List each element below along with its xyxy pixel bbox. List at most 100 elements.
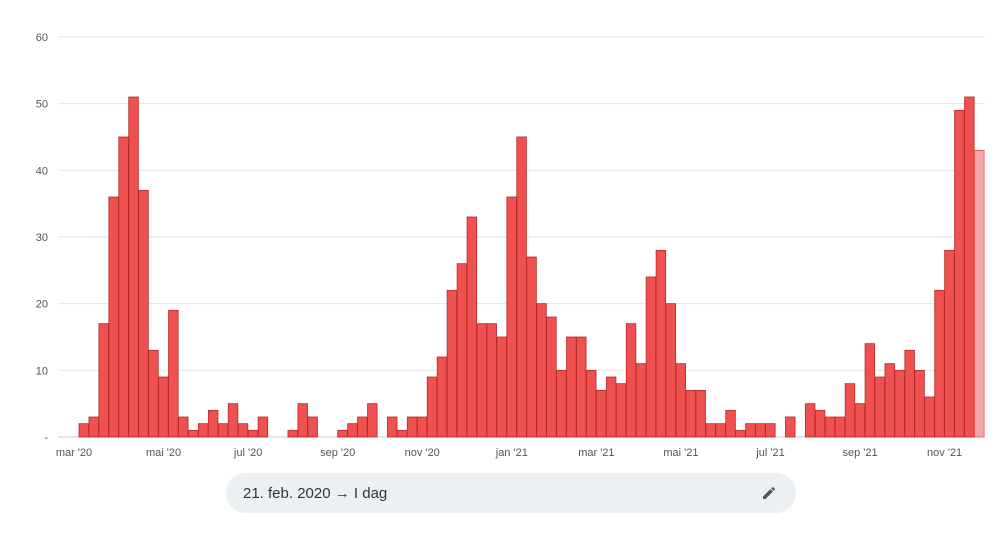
bar[interactable]	[685, 389, 696, 438]
y-tick-label: -	[44, 432, 48, 444]
bar[interactable]	[456, 263, 468, 438]
bar[interactable]	[894, 369, 905, 438]
bar[interactable]	[884, 363, 895, 438]
bar[interactable]	[586, 369, 597, 438]
bar[interactable]	[168, 309, 179, 438]
bar[interactable]	[128, 96, 139, 438]
bar[interactable]	[964, 96, 975, 438]
bar[interactable]	[834, 416, 846, 438]
bar[interactable]	[138, 189, 149, 438]
bar[interactable]	[576, 336, 587, 438]
bar[interactable]	[675, 363, 687, 438]
bar[interactable]	[635, 363, 647, 438]
bar[interactable]	[78, 423, 90, 438]
bar[interactable]	[287, 429, 298, 438]
x-tick-label: jul '21	[755, 447, 784, 459]
bar[interactable]	[655, 249, 667, 438]
bar[interactable]	[237, 423, 249, 438]
bar[interactable]	[755, 423, 766, 438]
bar[interactable]	[98, 323, 109, 438]
bar[interactable]	[844, 383, 856, 438]
bar[interactable]	[735, 429, 746, 438]
bar[interactable]	[396, 429, 408, 438]
x-tick-label: jan '21	[495, 447, 528, 459]
bar[interactable]	[874, 376, 886, 438]
bar[interactable]	[197, 423, 209, 438]
bar[interactable]	[615, 383, 627, 438]
x-tick-label: mar '20	[56, 447, 92, 459]
bar[interactable]	[416, 416, 428, 438]
bar[interactable]	[695, 389, 706, 438]
bar[interactable]	[307, 416, 318, 438]
bar[interactable]	[715, 423, 726, 438]
bars	[78, 96, 985, 438]
bar[interactable]	[765, 423, 776, 438]
bar[interactable]	[257, 416, 269, 438]
bar[interactable]	[556, 369, 567, 438]
bar[interactable]	[596, 389, 607, 438]
bar[interactable]	[804, 403, 816, 438]
bar[interactable]	[387, 416, 398, 438]
bar-partial[interactable]	[974, 149, 985, 438]
x-tick-label: sep '20	[320, 447, 355, 459]
bar[interactable]	[944, 249, 955, 438]
bar[interactable]	[645, 276, 657, 438]
x-tick-label: mai '20	[146, 447, 181, 459]
bar[interactable]	[486, 323, 497, 438]
bar[interactable]	[436, 356, 448, 438]
bar[interactable]	[367, 403, 378, 438]
bar[interactable]	[476, 323, 488, 438]
bar[interactable]	[864, 343, 876, 438]
bar[interactable]	[705, 423, 716, 438]
y-tick-label: 30	[36, 232, 48, 244]
bar[interactable]	[108, 196, 119, 438]
bar[interactable]	[357, 416, 368, 438]
bar[interactable]	[158, 376, 169, 438]
bar-chart: - 10 20 30 40 50 60 mar '20 mai '20 jul '20 sep '…	[36, 32, 985, 459]
bar[interactable]	[854, 403, 866, 438]
bar[interactable]	[814, 409, 826, 438]
bar[interactable]	[178, 416, 189, 438]
bar[interactable]	[904, 349, 915, 438]
bar[interactable]	[118, 136, 129, 438]
bar[interactable]	[665, 303, 677, 438]
bar[interactable]	[506, 196, 517, 438]
bar[interactable]	[566, 336, 577, 438]
bar[interactable]	[446, 289, 458, 438]
bar[interactable]	[297, 403, 308, 438]
bar[interactable]	[954, 109, 965, 438]
bar[interactable]	[546, 316, 557, 438]
pencil-icon[interactable]	[760, 484, 778, 502]
bar[interactable]	[785, 416, 796, 438]
bar[interactable]	[526, 256, 537, 438]
bar[interactable]	[725, 409, 736, 438]
bar[interactable]	[536, 303, 547, 438]
bar[interactable]	[406, 416, 418, 438]
bar[interactable]	[188, 429, 199, 438]
bar[interactable]	[217, 423, 229, 438]
y-tick-label: 20	[36, 299, 48, 311]
bar[interactable]	[247, 429, 259, 438]
bar[interactable]	[745, 423, 756, 438]
date-range-selector[interactable]: 21. feb. 2020 → I dag	[226, 473, 796, 513]
y-axis-ticks: - 10 20 30 40 50 60	[36, 32, 49, 444]
bar[interactable]	[347, 423, 358, 438]
bar[interactable]	[148, 349, 159, 438]
bar[interactable]	[516, 136, 527, 438]
y-tick-label: 40	[36, 165, 48, 177]
bar[interactable]	[496, 336, 507, 438]
y-tick-label: 10	[36, 365, 48, 377]
x-tick-label: mar '21	[578, 447, 614, 459]
bar[interactable]	[88, 416, 99, 438]
bar[interactable]	[914, 369, 925, 438]
bar[interactable]	[207, 409, 219, 438]
bar[interactable]	[466, 216, 478, 438]
bar[interactable]	[426, 376, 438, 438]
bar[interactable]	[605, 376, 617, 438]
bar[interactable]	[227, 403, 239, 438]
bar[interactable]	[924, 396, 935, 438]
bar[interactable]	[824, 416, 836, 438]
bar[interactable]	[934, 289, 945, 438]
bar[interactable]	[337, 429, 348, 438]
bar[interactable]	[625, 323, 637, 438]
